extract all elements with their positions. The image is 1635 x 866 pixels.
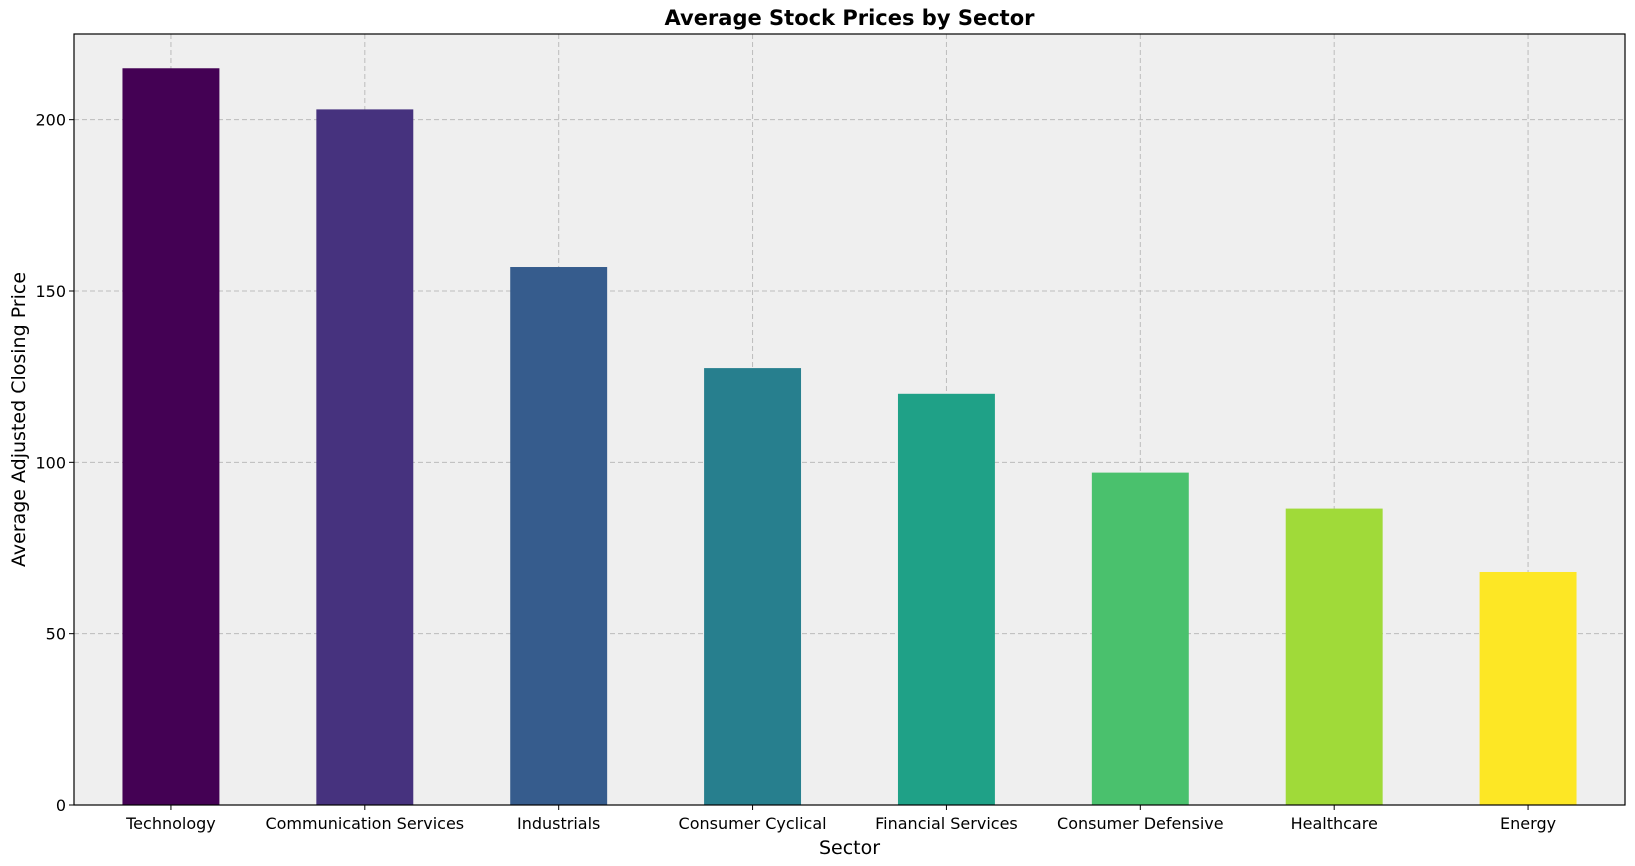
y-tick-label: 50 [46, 625, 66, 644]
x-tick-label: Consumer Cyclical [679, 814, 827, 833]
bars [122, 68, 1577, 806]
y-tick-label: 200 [35, 111, 66, 130]
x-tick-label: Technology [125, 814, 216, 833]
y-tick-label: 100 [35, 453, 66, 472]
x-tick-label: Industrials [517, 814, 600, 833]
bar-consumer-defensive [1091, 472, 1189, 805]
x-tick-label: Healthcare [1291, 814, 1378, 833]
bar-healthcare [1285, 508, 1383, 805]
plot-frame [73, 33, 1626, 806]
x-tick-label: Consumer Defensive [1057, 814, 1224, 833]
x-tick-label: Communication Services [265, 814, 464, 833]
x-tick-label: Energy [1500, 814, 1556, 833]
y-axis-title: Average Adjusted Closing Price [8, 272, 30, 567]
bar-communication-services [316, 109, 414, 806]
bar-consumer-cyclical [704, 368, 802, 805]
ticks: 0 50 100 150 200 Technology Communication Serv… [35, 111, 1556, 833]
chart-title: Average Stock Prices by Sector [665, 6, 1036, 30]
x-tick-label: Financial Services [875, 814, 1018, 833]
bar-financial-services [897, 393, 995, 805]
y-tick-label: 150 [35, 282, 66, 301]
y-tick-label: 0 [56, 796, 66, 815]
bar-energy [1479, 571, 1577, 805]
bar-technology [122, 68, 220, 806]
bar-industrials [510, 267, 608, 806]
plot-area [74, 34, 1625, 805]
x-axis-title: Sector [819, 837, 880, 859]
